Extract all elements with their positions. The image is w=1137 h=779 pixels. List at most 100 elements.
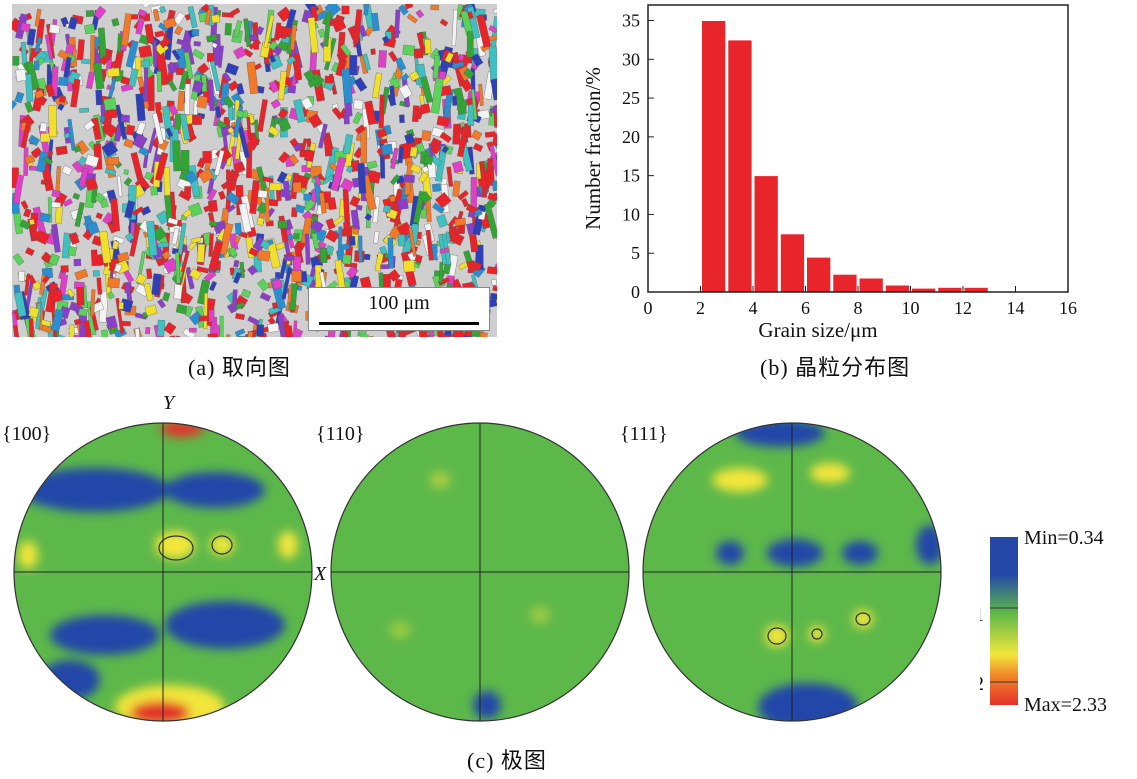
- histogram-bar: [884, 284, 911, 293]
- grain: [60, 265, 69, 273]
- grain: [105, 315, 118, 330]
- grain: [227, 80, 240, 92]
- grain: [112, 240, 119, 250]
- grain: [118, 302, 124, 310]
- grain: [395, 57, 407, 71]
- grain: [116, 251, 130, 263]
- grain: [40, 324, 52, 334]
- legend-min-label: Min=0.34: [1024, 527, 1104, 549]
- grain: [124, 282, 132, 294]
- pf110-faint-spot: [530, 607, 550, 623]
- grain: [231, 289, 238, 312]
- x-tick-label: 2: [696, 298, 705, 318]
- grain: [208, 309, 215, 323]
- grain: [277, 220, 288, 229]
- grain: [81, 58, 92, 65]
- grain: [444, 52, 454, 64]
- grain: [68, 16, 78, 30]
- caption-b: (b) 晶粒分布图: [760, 355, 911, 380]
- grain: [490, 78, 497, 101]
- grain: [230, 92, 245, 107]
- grain: [67, 118, 76, 151]
- grain: [116, 175, 123, 197]
- grain: [219, 315, 224, 337]
- grain: [146, 268, 153, 280]
- grain: [387, 237, 394, 269]
- grain: [171, 49, 181, 61]
- grain: [233, 259, 240, 268]
- grain: [90, 289, 96, 317]
- pf100-high-spot-right: [210, 535, 234, 555]
- grain: [488, 25, 497, 34]
- grain: [107, 67, 120, 78]
- y-tick-label: 35: [622, 11, 640, 31]
- grain: [29, 219, 35, 226]
- grain: [167, 63, 177, 74]
- grain: [28, 274, 37, 285]
- grain: [490, 16, 497, 50]
- pf100-low-region-bottom-right: [165, 601, 285, 649]
- grain: [69, 324, 75, 337]
- grain: [389, 85, 396, 102]
- scale-bar-label: 100 μm: [368, 292, 430, 314]
- grain: [278, 151, 290, 164]
- grain: [188, 268, 202, 281]
- grain: [372, 196, 381, 224]
- grain: [209, 280, 218, 292]
- grain: [76, 286, 85, 306]
- grain: [13, 174, 24, 204]
- grain: [191, 114, 202, 125]
- grain: [447, 215, 459, 228]
- grain: [30, 146, 43, 159]
- grain: [140, 205, 152, 216]
- grain: [256, 324, 264, 337]
- grain: [461, 198, 470, 208]
- grain: [303, 198, 316, 213]
- grain: [143, 59, 150, 70]
- grain: [178, 70, 189, 91]
- grain: [415, 9, 425, 19]
- grain: [460, 79, 473, 93]
- grain: [233, 161, 246, 174]
- grain: [424, 39, 432, 54]
- grain: [192, 48, 205, 60]
- grain: [256, 278, 270, 292]
- grain: [394, 331, 408, 337]
- grain: [103, 97, 117, 111]
- grain: [367, 336, 375, 337]
- grain: [184, 170, 198, 184]
- grain: [177, 222, 187, 255]
- grain: [244, 333, 256, 337]
- grain: [397, 146, 404, 164]
- grain: [163, 167, 171, 199]
- grain: [203, 270, 217, 283]
- grain: [144, 304, 158, 317]
- grain: [457, 190, 469, 201]
- y-tick-label: 20: [622, 127, 640, 147]
- grain: [42, 155, 53, 166]
- grain: [325, 244, 335, 254]
- grain: [342, 254, 352, 265]
- grain: [246, 61, 259, 95]
- grain: [487, 192, 497, 202]
- grain: [185, 266, 195, 290]
- grain: [184, 305, 194, 318]
- grain: [158, 36, 171, 49]
- grain: [319, 247, 328, 264]
- grain: [70, 78, 81, 108]
- grain: [404, 4, 414, 10]
- grain: [62, 198, 73, 207]
- grain: [317, 28, 327, 38]
- grain: [40, 251, 53, 263]
- grain: [169, 335, 177, 337]
- grain: [493, 138, 497, 151]
- grain: [73, 258, 82, 267]
- x-tick-label: 12: [954, 298, 972, 318]
- grain: [151, 112, 165, 145]
- grain: [24, 73, 34, 102]
- grain: [268, 54, 276, 63]
- grain: [249, 180, 260, 215]
- pole-figure-100: {100} Y: [2, 392, 313, 722]
- grain: [138, 146, 151, 157]
- grain: [157, 298, 166, 309]
